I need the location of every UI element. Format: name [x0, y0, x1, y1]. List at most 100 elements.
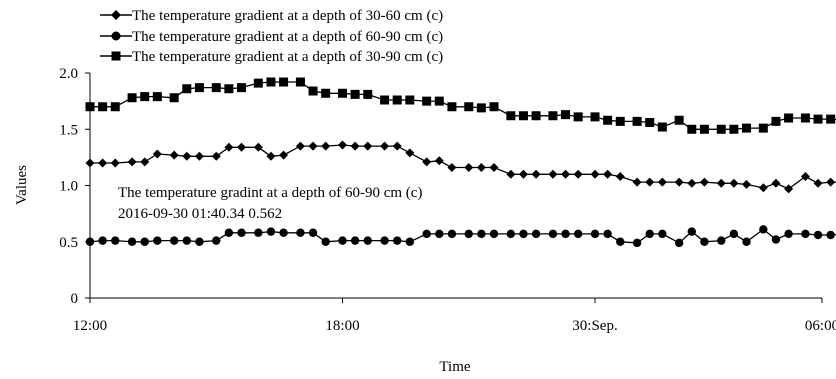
data-point-square	[784, 113, 794, 123]
data-point-square	[392, 95, 402, 105]
data-point-circle	[254, 228, 263, 237]
data-point-circle	[393, 236, 402, 245]
annotation-line-1: The temperature gradint at a depth of 60…	[118, 185, 422, 201]
data-point-circle	[687, 227, 696, 236]
data-point-circle	[212, 236, 221, 245]
x-tick-label: 06:00	[805, 318, 836, 334]
data-point-diamond	[211, 151, 221, 161]
data-point-diamond	[392, 141, 402, 151]
data-point-circle	[224, 228, 234, 237]
legend-entry-60-90: The temperature gradient at a depth of 6…	[100, 29, 443, 45]
data-point-circle	[140, 237, 149, 246]
x-ticks: 12:00 18:00 30:Sep. 06:00	[73, 298, 836, 334]
data-point-circle	[548, 229, 558, 239]
data-point-circle	[435, 229, 444, 239]
data-point-diamond	[169, 150, 179, 160]
data-point-square	[321, 88, 331, 98]
data-point-circle	[237, 228, 246, 237]
data-point-circle	[279, 228, 288, 237]
data-point-square	[476, 103, 486, 113]
data-point-circle	[308, 228, 318, 237]
data-point-circle	[531, 229, 541, 239]
data-point-diamond	[253, 142, 263, 152]
x-tick-label: 12:00	[73, 318, 107, 334]
data-point-square	[380, 95, 390, 105]
data-point-diamond	[422, 157, 432, 167]
data-point-circle	[98, 236, 107, 245]
data-point-square	[98, 102, 108, 112]
data-point-diamond	[518, 169, 528, 179]
data-point-diamond	[561, 169, 571, 179]
data-point-diamond	[127, 157, 137, 167]
data-point-circle	[632, 238, 642, 248]
y-tick-label: 1.0	[59, 179, 78, 195]
legend-entry-30-90: The temperature gradient at a depth of 3…	[100, 49, 443, 65]
data-point-diamond	[224, 142, 234, 152]
data-point-diamond	[742, 179, 751, 189]
series-diamond	[85, 140, 836, 194]
data-point-square	[531, 111, 541, 121]
data-point-square	[338, 88, 347, 98]
data-point-circle	[296, 228, 305, 237]
data-point-diamond	[476, 163, 486, 172]
data-point-square	[813, 114, 823, 124]
data-point-circle	[169, 236, 179, 245]
data-point-diamond	[729, 178, 739, 188]
data-point-circle	[784, 229, 793, 239]
data-point-circle	[771, 235, 781, 244]
data-point-diamond	[350, 141, 360, 151]
data-point-square	[716, 124, 726, 134]
data-point-circle	[380, 236, 389, 245]
data-point-circle	[813, 230, 823, 240]
y-tick-label: 2.0	[59, 66, 78, 82]
data-point-square	[279, 77, 289, 87]
data-point-square	[434, 96, 444, 106]
series-layer	[85, 77, 836, 248]
data-point-diamond	[447, 163, 457, 172]
data-point-diamond	[321, 141, 331, 151]
data-point-diamond	[699, 177, 709, 187]
data-point-diamond	[645, 177, 655, 187]
data-point-diamond	[615, 172, 625, 181]
data-point-diamond	[813, 178, 823, 188]
data-point-diamond	[110, 158, 120, 168]
data-point-square	[687, 124, 697, 134]
y-ticks: 0 0.5 1.0 1.5 2.0	[59, 66, 90, 307]
y-tick-label: 0	[71, 291, 79, 307]
data-point-circle	[422, 229, 431, 239]
data-point-circle	[447, 229, 457, 239]
data-point-circle	[674, 238, 684, 248]
legend-entry-30-60: The temperature gradient at a depth of 3…	[100, 8, 443, 24]
data-point-square	[615, 116, 625, 126]
data-point-diamond	[308, 141, 318, 151]
data-point-square	[771, 116, 781, 126]
data-point-circle	[182, 236, 191, 245]
data-point-square	[758, 123, 768, 133]
legend-label-30-60: The temperature gradient at a depth of 3…	[132, 8, 443, 24]
data-point-diamond	[464, 163, 474, 172]
data-point-circle	[195, 237, 204, 246]
data-point-diamond	[152, 149, 162, 159]
annotation: The temperature gradint at a depth of 60…	[118, 185, 422, 222]
data-point-diamond	[800, 172, 810, 181]
data-point-square	[127, 93, 137, 103]
data-point-square	[110, 102, 120, 112]
x-tick-label: 30:Sep.	[572, 318, 617, 334]
data-point-circle	[700, 237, 709, 246]
data-point-diamond	[266, 151, 276, 161]
data-point-square	[308, 86, 318, 96]
data-point-square	[266, 77, 276, 87]
legend-square-marker	[111, 51, 121, 61]
data-point-square	[405, 95, 415, 105]
data-point-diamond	[338, 140, 347, 150]
data-point-diamond	[506, 169, 516, 179]
data-point-circle	[321, 237, 330, 246]
data-point-diamond	[434, 156, 444, 166]
data-point-diamond	[489, 163, 499, 172]
data-point-circle	[801, 229, 810, 239]
data-point-diamond	[531, 169, 541, 179]
data-point-circle	[729, 229, 739, 239]
data-point-square	[573, 112, 583, 122]
series-square	[85, 77, 836, 134]
